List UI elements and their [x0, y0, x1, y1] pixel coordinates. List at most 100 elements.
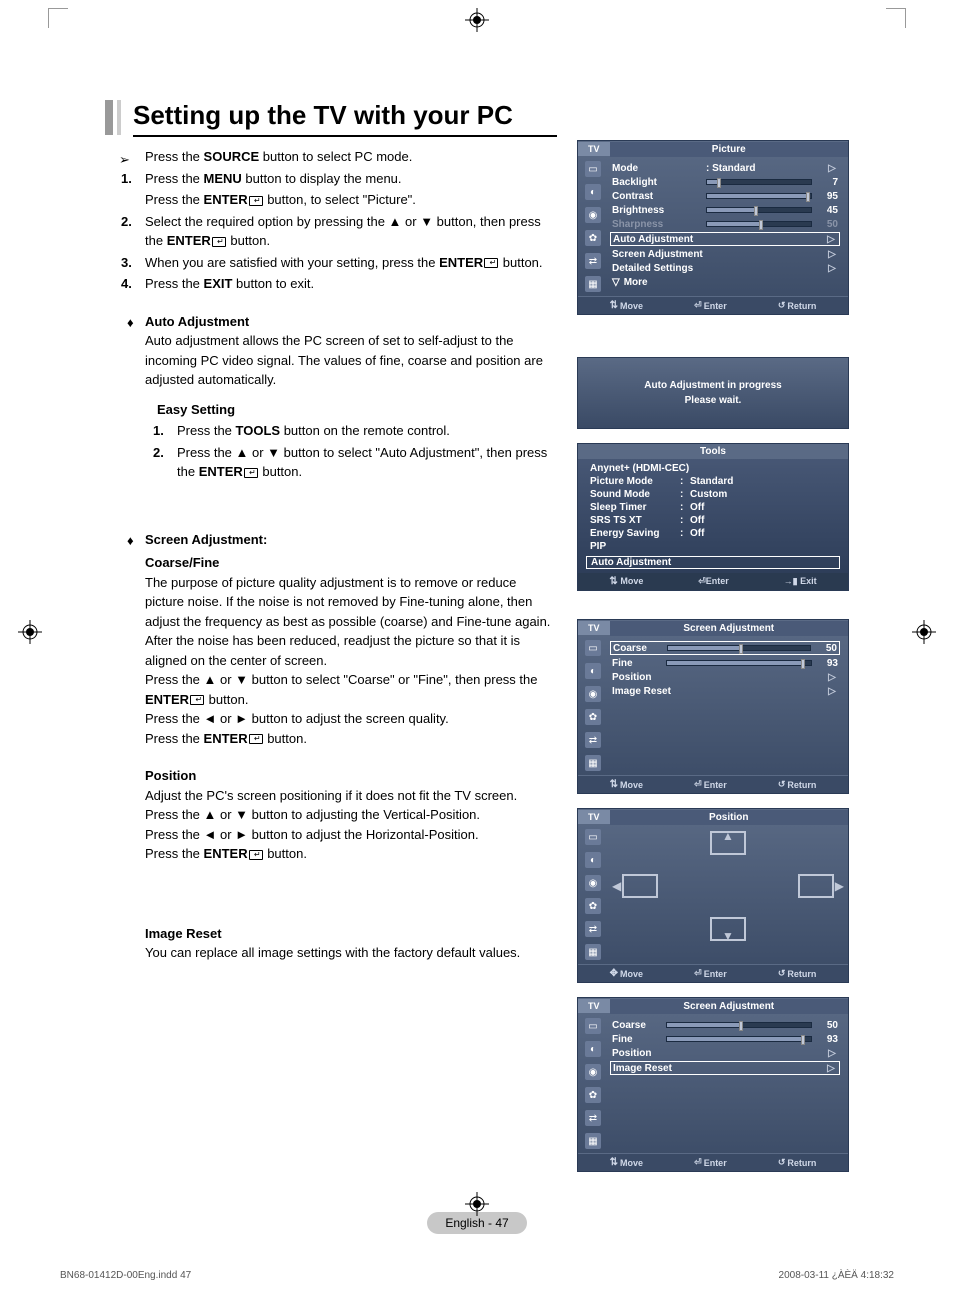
step-1b: Press the ENTER button, to select "Pictu… [145, 190, 557, 210]
input-icon: ⇄ [585, 732, 601, 748]
page-title: Setting up the TV with your PC [133, 100, 557, 137]
osd-sidebar-icons: ▭ ◐ ◉ ✿ ⇄ ▦ [578, 157, 608, 296]
position-l1: Adjust the PC's screen positioning if it… [145, 786, 557, 806]
doc-reference: BN68-01412D-00Eng.indd 47 [60, 1270, 191, 1281]
enter-icon [244, 468, 258, 478]
position-l2: Press the ▲ or ▼ button to adjusting the… [145, 805, 557, 825]
arrow-right-icon: ▷ [826, 1048, 838, 1059]
setup-icon: ✿ [585, 709, 601, 725]
step-2: 2.Select the required option by pressing… [145, 212, 557, 251]
osd-picture-menu: TV Picture ▭ ◐ ◉ ✿ ⇄ ▦ Mode: Standard▷ B… [577, 140, 849, 315]
image-reset-body: You can replace all image settings with … [145, 943, 557, 963]
arrow-down-icon: ▼ [722, 929, 734, 943]
updown-icon: ⇅ [610, 779, 618, 790]
image-reset-row: Image Reset▷ [610, 1061, 840, 1075]
arrow-right-icon: ▷ [826, 163, 838, 174]
osd-footer: ✥Move ⏎Enter ↺ Return [578, 964, 848, 982]
enter-icon: ⏎ [694, 300, 702, 311]
arrow-right-icon: ▷ [825, 234, 837, 245]
picture-icon: ▭ [585, 1018, 601, 1034]
app-icon: ▦ [585, 944, 601, 960]
osd-screen-adjustment-2: TV Screen Adjustment ▭◐◉✿⇄▦ Coarse50 Fin… [577, 997, 849, 1172]
enter-icon: ⏎ [698, 576, 706, 586]
backlight-slider [706, 179, 812, 185]
osd-tab: TV [578, 142, 610, 156]
updown-icon: ⇅ [610, 300, 618, 311]
enter-icon: ⏎ [694, 968, 702, 979]
return-icon: ↺ [778, 779, 786, 790]
screen-adjustment-title: ♦ Screen Adjustment: [145, 530, 557, 550]
osd-position-menu: TV Position ▭◐◉✿⇄▦ ▲ ▼ ◀ ▶ ✥Move [577, 808, 849, 983]
osd-title: Picture [610, 142, 848, 157]
coarse-slider [667, 645, 811, 651]
sound-icon: ◐ [585, 663, 601, 679]
exit-icon: →▮ [784, 576, 798, 586]
auto-adjustment-row: Auto Adjustment▷ [610, 232, 840, 246]
arrow-up-icon: ▲ [722, 829, 734, 843]
coarse-fine-l4: Press the ENTER button. [145, 729, 557, 749]
easy-step-2: 2.Press the ▲ or ▼ button to select "Aut… [177, 443, 557, 482]
sound-icon: ◐ [585, 852, 601, 868]
step-3: 3.When you are satisfied with your setti… [145, 253, 557, 273]
image-reset-title: Image Reset [145, 924, 557, 944]
brightness-slider [706, 207, 812, 213]
osd-sidebar-icons: ▭◐◉✿⇄▦ [578, 1014, 608, 1153]
picture-icon: ▭ [585, 829, 601, 845]
updown-icon: ⇅ [609, 576, 617, 587]
picture-icon: ▭ [585, 640, 601, 656]
osd-screen-adjustment-1: TV Screen Adjustment ▭◐◉✿⇄▦ Coarse50 Fin… [577, 619, 849, 794]
input-icon: ⇄ [585, 921, 601, 937]
position-title: Position [145, 766, 557, 786]
registration-mark-icon [465, 8, 489, 32]
channel-icon: ◉ [585, 1064, 601, 1080]
move-icon: ✥ [610, 968, 618, 979]
fine-slider [666, 660, 812, 666]
enter-icon [249, 196, 263, 206]
coarse-fine-l3: Press the ◄ or ► button to adjust the sc… [145, 709, 557, 729]
setup-icon: ✿ [585, 230, 601, 246]
osd-footer: ⇅ Move ⏎Enter ↺ Return [578, 296, 848, 314]
registration-mark-icon [465, 1192, 489, 1216]
easy-step-1: 1.Press the TOOLS button on the remote c… [177, 421, 557, 441]
enter-icon [212, 237, 226, 247]
tools-auto-adjustment-row: Auto Adjustment [586, 556, 840, 569]
document-footer: BN68-01412D-00Eng.indd 47 2008-03-11 ¿ÀÈ… [0, 1264, 954, 1287]
app-icon: ▦ [585, 1133, 601, 1149]
app-icon: ▦ [585, 755, 601, 771]
enter-icon [484, 258, 498, 268]
arrow-left-icon: ◀ [612, 879, 621, 893]
intro-arrow-line: ➢ Press the SOURCE button to select PC m… [145, 147, 557, 167]
pointer-icon: ➢ [119, 150, 130, 170]
sharpness-slider [706, 221, 812, 227]
enter-icon [190, 695, 204, 705]
input-icon: ⇄ [585, 1110, 601, 1126]
position-l3: Press the ◄ or ► button to adjust the Ho… [145, 825, 557, 845]
channel-icon: ◉ [585, 207, 601, 223]
osd-sidebar-icons: ▭◐◉✿⇄▦ [578, 825, 608, 964]
coarse-fine-l2: Press the ▲ or ▼ button to select "Coars… [145, 670, 557, 709]
input-icon: ⇄ [585, 253, 601, 269]
bullet-diamond-icon: ♦ [127, 531, 134, 551]
registration-mark-icon [912, 620, 936, 644]
doc-timestamp: 2008-03-11 ¿ÀÈÄ 4:18:32 [779, 1270, 894, 1281]
enter-icon [249, 850, 263, 860]
osd-tools-menu: Tools Anynet+ (HDMI-CEC) Picture Mode:St… [577, 443, 849, 591]
step-1: 1.Press the MENU button to display the m… [145, 169, 557, 189]
step-4: 4.Press the EXIT button to exit. [145, 274, 557, 294]
title-block: Setting up the TV with your PC [105, 100, 557, 137]
return-icon: ↺ [778, 300, 786, 311]
osd-sidebar-icons: ▭◐◉✿⇄▦ [578, 636, 608, 775]
auto-adjustment-body: Auto adjustment allows the PC screen of … [145, 331, 557, 390]
app-icon: ▦ [585, 276, 601, 292]
arrow-right-icon: ▶ [835, 879, 844, 893]
contrast-slider [706, 193, 812, 199]
arrow-right-icon: ▷ [825, 1063, 837, 1074]
coarse-slider [666, 1022, 812, 1028]
setup-icon: ✿ [585, 1087, 601, 1103]
picture-icon: ▭ [585, 161, 601, 177]
easy-setting-title: Easy Setting [157, 400, 557, 420]
return-icon: ↺ [778, 1157, 786, 1168]
channel-icon: ◉ [585, 875, 601, 891]
arrow-right-icon: ▷ [826, 672, 838, 683]
tools-footer: ⇅ Move ⏎Enter →▮ Exit [578, 573, 848, 590]
